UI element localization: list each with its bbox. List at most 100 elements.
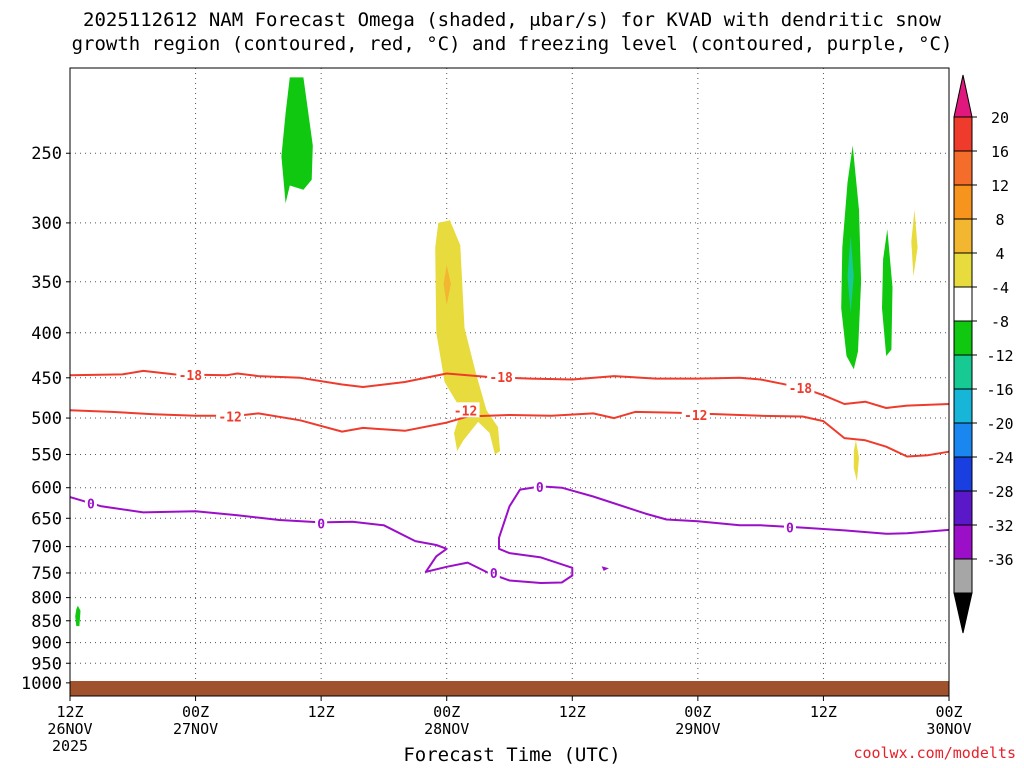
contour-label-bg [216,408,245,424]
contour-label-bg [84,495,97,511]
contour-label-0C: 0 [536,481,544,496]
colorbar-swatch [953,524,973,560]
contour-label--18C: -18 [179,369,203,384]
colorbar-label: -32 [986,517,1013,535]
omega-shading [75,77,918,627]
contour-label-bg [487,368,516,384]
colorbar-swatch [953,422,973,458]
y-tick-label: 400 [31,324,62,344]
negative-omega-green-250 [281,77,313,204]
positive-omega-yellow-right-mid [853,440,859,482]
plot-area: -18 -18 -18 -12 -12 -12 0 0 0 0 0 [69,67,950,697]
colorbar-label: -12 [986,347,1013,365]
contour-0C [69,485,950,584]
chart-title-line-2: growth region (contoured, red, °C) and f… [71,33,953,55]
contour-label--12C: -12 [684,409,707,424]
contour-label--12C: -12 [218,411,241,426]
colorbar-top-arrow [953,74,973,118]
colorbar-swatch [953,252,973,288]
contour-label--12C: -12 [454,404,477,419]
x-tick-label: 2025 [52,737,88,755]
x-axis-label: Forecast Time (UTC) [403,744,621,766]
y-tick-label: 1000 [21,674,62,694]
colorbar-swatch [953,558,973,594]
x-tick-label: 12Z [56,703,83,721]
contour-label-bg [533,479,546,495]
x-tick-label: 30NOV [926,720,971,738]
colorbar-label: 8 [995,211,1004,229]
y-tick-label: 800 [31,589,62,609]
contour--18C [69,369,950,409]
y-tick-label: 600 [31,479,62,499]
colorbar-label: 16 [991,143,1009,161]
colorbar-swatch [953,218,973,254]
colorbar-label: -4 [991,279,1009,297]
chart-title-line-1: 2025112612 NAM Forecast Omega (shaded, μ… [83,9,941,31]
negative-omega-green-850 [75,605,81,627]
positive-omega-yellow-right-top [911,209,918,277]
contour--12C [69,409,950,458]
y-tick-label: 850 [31,612,62,632]
contour-label-bg [783,519,796,535]
contour-label-0C: 0 [87,497,95,512]
colorbar-swatch [953,456,973,492]
ground-surface [70,681,949,696]
y-tick-label: 350 [31,273,62,293]
contour-label-0C: 0 [490,567,498,582]
contour-lines: -18 -18 -18 -12 -12 -12 0 0 0 0 0 [69,367,950,584]
colorbar-swatch [953,184,973,220]
x-tick-label: 29NOV [675,720,720,738]
x-tick-label: 28NOV [424,720,469,738]
y-tick-label: 250 [31,144,62,164]
y-tick-label: 950 [31,654,62,674]
y-tick-label: 700 [31,538,62,558]
contour-label-bg [176,367,205,383]
contour-label-0C: 0 [317,518,325,533]
x-tick-label: 27NOV [173,720,218,738]
contour-label--18C: -18 [489,371,513,386]
omega-colorbar: 20 16 12 8 4 -4 -8 -12 -16 -20 -24 -28 -32 -36 [953,74,1014,634]
y-axis-ticks: 2503003504004505005506006507007508008509… [21,144,70,694]
colorbar-label: -8 [991,313,1009,331]
x-tick-label: 00Z [433,703,460,721]
colorbar-swatch [953,320,973,356]
contour-label-bg [451,402,480,418]
colorbar-swatch [953,150,973,186]
y-tick-label: 750 [31,564,62,584]
y-tick-label: 650 [31,509,62,529]
y-tick-label: 500 [31,409,62,429]
colorbar-label: 4 [995,245,1004,263]
x-tick-label: 00Z [935,703,962,721]
colorbar-swatch [953,388,973,424]
negative-omega-teal-core [847,235,854,314]
colorbar-label: 20 [991,109,1009,127]
negative-omega-green-right-b [882,229,893,356]
contour-label-bg [786,379,815,395]
contour-label-bg [487,564,500,580]
colorbar-label: -28 [986,483,1013,501]
x-tick-label: 12Z [308,703,335,721]
credit-link[interactable]: coolwx.com/modelts [853,744,1016,762]
y-tick-label: 300 [31,214,62,234]
colorbar-label: -16 [986,381,1013,399]
colorbar-swatch [953,116,973,152]
colorbar-swatch [953,490,973,526]
colorbar-swatch [953,286,973,322]
colorbar-swatch [953,354,973,390]
colorbar-label: -20 [986,415,1013,433]
y-tick-label: 550 [31,445,62,465]
contour-label-bg [315,515,328,531]
positive-omega-yellow [435,220,501,455]
contour-label-0C: 0 [786,522,794,537]
positive-omega-orange-core [443,265,451,306]
colorbar-label: -24 [986,449,1013,467]
contour-label--18C: -18 [789,382,813,397]
x-tick-label: 12Z [559,703,586,721]
negative-omega-purple-speck [601,566,609,571]
colorbar-label: -36 [986,551,1013,569]
x-tick-label: 26NOV [47,720,92,738]
y-tick-label: 900 [31,634,62,654]
x-tick-label: 00Z [182,703,209,721]
